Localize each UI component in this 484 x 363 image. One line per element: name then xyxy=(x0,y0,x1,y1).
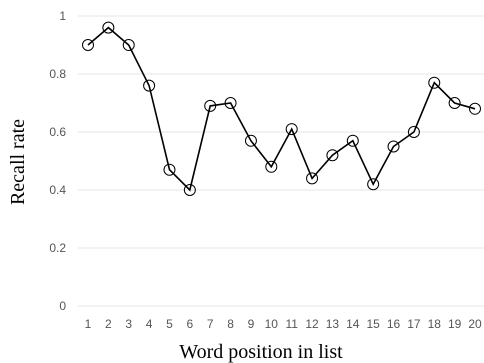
y-tick-label: 0.8 xyxy=(49,67,66,81)
data-point-15 xyxy=(367,178,380,191)
data-point-18 xyxy=(428,76,441,89)
x-tick-label: 4 xyxy=(146,317,153,331)
x-tick-label: 5 xyxy=(166,317,173,331)
x-tick-label: 16 xyxy=(387,317,401,331)
data-points xyxy=(82,21,481,196)
data-point-16 xyxy=(387,140,400,153)
y-tick-label: 1 xyxy=(59,9,66,23)
series-line xyxy=(87,26,476,192)
data-point-12 xyxy=(306,172,319,185)
data-point-5 xyxy=(163,163,176,176)
data-point-13 xyxy=(326,149,339,162)
data-point-20 xyxy=(469,102,481,115)
y-tick-label: 0.4 xyxy=(49,183,66,197)
x-tick-label: 13 xyxy=(326,317,340,331)
x-axis-title: Word position in list xyxy=(179,341,343,363)
data-point-14 xyxy=(346,134,359,147)
y-tick-label: 0 xyxy=(59,299,66,313)
x-tick-label: 9 xyxy=(248,317,255,331)
data-point-6 xyxy=(183,184,196,196)
data-point-9 xyxy=(244,134,257,147)
data-point-10 xyxy=(265,160,278,173)
data-point-17 xyxy=(407,126,420,138)
x-tick-label: 8 xyxy=(227,317,234,331)
x-tick-label: 1 xyxy=(85,317,92,331)
y-tick-label: 0.2 xyxy=(49,241,66,255)
data-point-2 xyxy=(102,21,115,34)
x-tick-label: 14 xyxy=(346,317,360,331)
data-point-1 xyxy=(82,39,94,51)
data-point-11 xyxy=(285,123,298,136)
x-tick-label: 20 xyxy=(468,317,482,331)
y-axis-ticks: 0 0.2 0.4 0.6 0.8 1 xyxy=(49,9,66,313)
data-point-8 xyxy=(224,97,237,109)
x-tick-label: 19 xyxy=(448,317,462,331)
x-tick-label: 12 xyxy=(305,317,319,331)
x-tick-label: 2 xyxy=(105,317,112,331)
x-axis-ticks: 1 2 3 4 5 6 7 8 9 10 11 12 13 14 15 16 17 18 19 20 xyxy=(85,317,482,331)
y-axis-title: Recall rate xyxy=(7,119,29,205)
x-tick-label: 15 xyxy=(366,317,380,331)
x-tick-label: 18 xyxy=(428,317,442,331)
data-point-19 xyxy=(448,97,461,109)
data-point-7 xyxy=(204,99,217,112)
x-tick-label: 11 xyxy=(285,317,298,331)
data-point-4 xyxy=(143,79,156,92)
x-tick-label: 6 xyxy=(186,317,193,331)
x-tick-label: 10 xyxy=(265,317,279,331)
x-tick-label: 7 xyxy=(207,317,214,331)
gridlines xyxy=(78,15,484,307)
y-tick-label: 0.6 xyxy=(49,125,66,139)
x-tick-label: 3 xyxy=(125,317,132,331)
x-tick-label: 17 xyxy=(407,317,421,331)
data-point-3 xyxy=(122,39,135,51)
